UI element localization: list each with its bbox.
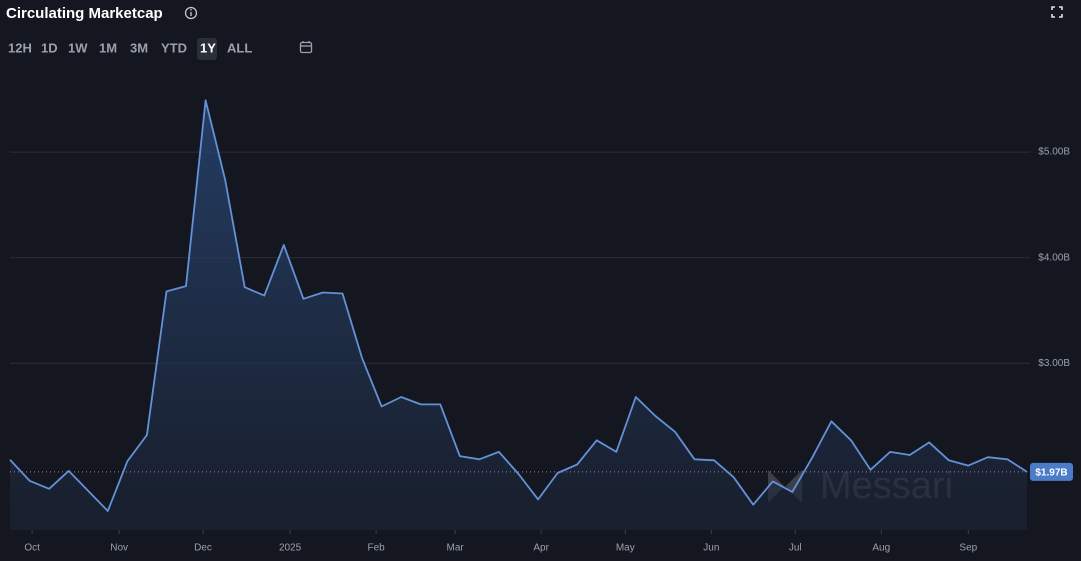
range-button[interactable]: YTD [161, 40, 187, 55]
info-icon[interactable] [184, 6, 198, 20]
x-tick-label: 2025 [279, 543, 302, 554]
chart-title: Circulating Marketcap [6, 5, 163, 22]
x-tick-label: Apr [533, 543, 549, 554]
range-button[interactable]: 3M [130, 40, 148, 55]
current-value-badge [1030, 462, 1073, 481]
y-tick-label: $3.00B [1038, 358, 1070, 369]
x-tick-label: May [616, 543, 635, 554]
expand-icon[interactable] [1051, 6, 1063, 18]
range-button[interactable]: 12H [8, 40, 32, 55]
y-tick-label: $4.00B [1038, 252, 1070, 263]
y-tick-label: $5.00B [1038, 147, 1070, 158]
line [9, 99, 1028, 512]
range-button[interactable]: 1W [68, 40, 88, 55]
x-tick-label: Jun [703, 543, 719, 554]
x-tick-label: Mar [447, 543, 465, 554]
range-button[interactable]: ALL [227, 40, 252, 55]
range-button[interactable]: 1M [99, 40, 117, 55]
range-button[interactable]: 1Y [200, 40, 216, 55]
x-tick-label: Nov [110, 543, 128, 554]
x-tick-label: Dec [194, 543, 212, 554]
range-button-active[interactable] [197, 38, 217, 60]
current-value-label: $1.97B [1035, 468, 1067, 479]
area-fill [10, 100, 1027, 531]
x-tick-label: Sep [959, 543, 977, 554]
x-tick-label: Oct [24, 543, 40, 554]
x-tick-label: Jul [789, 543, 802, 554]
watermark-logo [768, 470, 802, 503]
range-button[interactable]: 1D [41, 40, 58, 55]
calendar-icon[interactable] [299, 41, 313, 54]
x-tick-label: Feb [368, 543, 386, 554]
x-tick-label: Aug [872, 543, 890, 554]
